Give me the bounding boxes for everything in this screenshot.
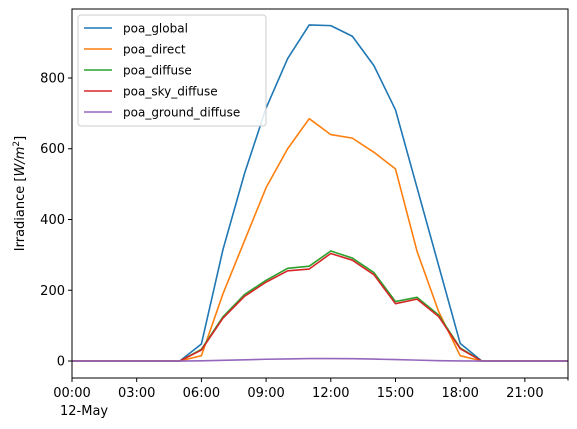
legend-label: poa_diffuse	[123, 64, 192, 78]
x-axis: 00:00 03:00 06:00 09:00 12:00 15:00 18:00 21:00	[53, 378, 569, 401]
series-line-poa_sky_diffuse	[72, 252, 568, 362]
x-tick-label: 12:00	[312, 386, 349, 401]
y-tick-label: 400	[40, 213, 65, 228]
legend: poa_global poa_direct poa_diffuse poa_sky_d…	[77, 14, 267, 127]
y-tick-label: 800	[40, 71, 65, 86]
axes-frame	[71, 8, 569, 379]
legend-label: poa_global	[123, 22, 188, 36]
y-axis-label: Irradiance [W/m2]	[12, 136, 28, 251]
series-line-poa_direct	[72, 117, 568, 362]
y-tick-label: 0	[57, 355, 65, 370]
x-tick-label: 03:00	[118, 386, 155, 401]
x-tick-label: 00:00	[53, 386, 90, 401]
legend-label: poa_sky_diffuse	[123, 85, 218, 99]
legend-label: poa_direct	[123, 43, 186, 57]
x-tick-label: 21:00	[506, 386, 543, 401]
y-tick-label: 600	[40, 142, 65, 157]
y-axis: 0 200 400 600 800	[40, 71, 72, 370]
series-line-poa_diffuse	[72, 250, 568, 362]
legend-box	[77, 14, 267, 127]
y-tick-label: 200	[40, 284, 65, 299]
legend-label: poa_ground_diffuse	[123, 106, 240, 120]
series-line-poa_ground_diffuse	[72, 357, 568, 362]
x-tick-label: 15:00	[377, 386, 414, 401]
x-axis-date-label: 12-May	[60, 404, 108, 419]
x-tick-label: 06:00	[183, 386, 220, 401]
x-tick-label: 09:00	[247, 386, 284, 401]
x-tick-label: 18:00	[441, 386, 478, 401]
plot-area	[72, 24, 568, 362]
